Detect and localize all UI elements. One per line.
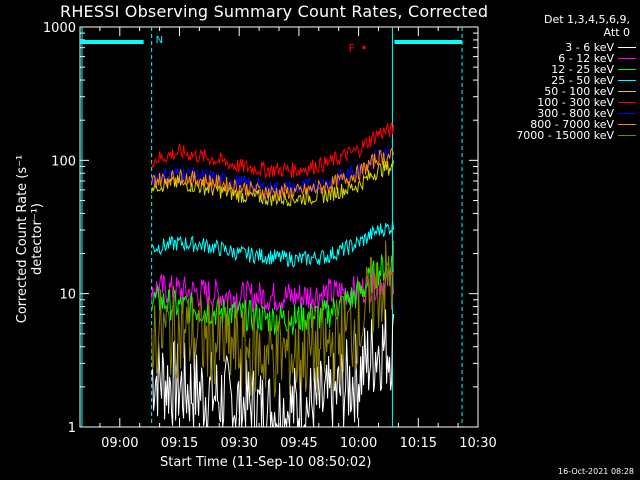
legend-swatch (618, 58, 636, 59)
x-tick-label: 10:15 (400, 436, 437, 451)
night-flag-label: N (156, 35, 163, 46)
series-line-2 (151, 254, 395, 335)
legend-item: 300 - 800 keV (486, 107, 636, 120)
y-tick-label: 10 (59, 288, 76, 303)
legend-label: 12 - 25 keV (551, 63, 614, 76)
legend-item: 3 - 6 keV (486, 41, 636, 54)
legend-label: 3 - 6 keV (565, 41, 614, 54)
legend-swatch (618, 135, 636, 136)
legend-item: 100 - 300 keV (486, 96, 636, 109)
chart-title: RHESSI Observing Summary Count Rates, Co… (60, 2, 489, 21)
x-tick-label: 09:45 (280, 436, 317, 451)
x-tick-label: 09:15 (161, 436, 198, 451)
legend-label: 25 - 50 keV (551, 74, 614, 87)
y-tick-label: 1 (68, 421, 76, 436)
flare-flag-label: F (349, 42, 355, 55)
legend-swatch (618, 124, 636, 125)
legend-item: 800 - 7000 keV (486, 118, 636, 131)
y-tick-label: 1000 (43, 21, 76, 36)
series-line-6 (151, 148, 394, 197)
timestamp: 16-Oct-2021 08:28 (558, 467, 634, 476)
legend-item: 12 - 25 keV (486, 63, 636, 76)
legend-item: 25 - 50 keV (486, 74, 636, 87)
flare-flag-marker (362, 46, 366, 49)
legend-item: 50 - 100 keV (486, 85, 636, 98)
legend-label: 800 - 7000 keV (530, 118, 614, 131)
series-line-4 (151, 160, 395, 207)
legend-label: 100 - 300 keV (537, 96, 614, 109)
axes-frame (79, 26, 479, 428)
legend-label: 50 - 100 keV (544, 85, 614, 98)
x-tick-label: 09:30 (220, 436, 257, 451)
legend-swatch (618, 69, 636, 70)
series-line-7 (151, 147, 395, 201)
series-line-0 (151, 309, 395, 428)
legend-label: 7000 - 15000 keV (516, 129, 614, 142)
legend-swatch (618, 91, 636, 92)
series-line-8 (151, 240, 395, 397)
attenuator-state: Att 0 (603, 26, 630, 39)
x-axis-label: Start Time (11-Sep-10 08:50:02) (160, 455, 372, 470)
legend: 3 - 6 keV 6 - 12 keV 12 - 25 keV 25 - 50 ke… (486, 41, 636, 142)
detector-list: Det 1,3,4,5,6,9, (543, 13, 630, 26)
series-line-1 (151, 265, 395, 313)
legend-swatch (618, 113, 636, 114)
y-tick-label: 100 (51, 154, 76, 169)
x-tick-label: 10:00 (340, 436, 377, 451)
legend-item: 7000 - 15000 keV (486, 129, 636, 142)
series-line-5 (151, 122, 395, 179)
legend-label: 6 - 12 keV (558, 52, 614, 65)
legend-swatch (618, 80, 636, 81)
legend-swatch (618, 102, 636, 103)
legend-swatch (618, 47, 636, 48)
series-line-3 (151, 221, 395, 268)
detector-info: Det 1,3,4,5,6,9, Att 0 (544, 13, 630, 39)
legend-label: 300 - 800 keV (537, 107, 614, 120)
legend-item: 6 - 12 keV (486, 52, 636, 65)
x-tick-label: 10:30 (459, 436, 496, 451)
x-tick-label: 09:00 (101, 436, 138, 451)
